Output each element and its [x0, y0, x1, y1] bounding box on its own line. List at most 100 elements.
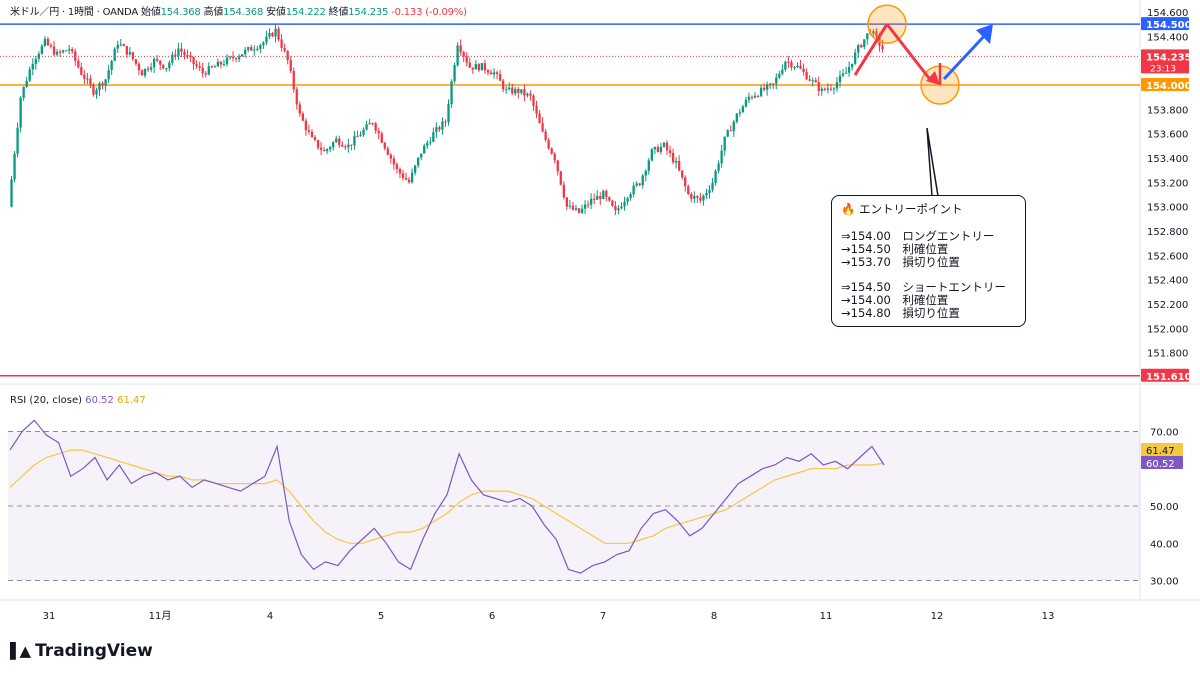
candle-body — [77, 60, 80, 68]
candle-body — [195, 64, 198, 67]
x-tick-label: 5 — [378, 611, 384, 622]
candle-body — [638, 183, 641, 186]
candle-body — [159, 60, 162, 65]
candle-body — [256, 48, 259, 50]
candle-body — [514, 88, 517, 94]
low-label: 安値 — [266, 7, 286, 18]
candle-body — [344, 146, 347, 148]
y-tick-label: 153.200 — [1147, 178, 1188, 189]
candle-body — [219, 61, 223, 65]
candle-body — [684, 177, 687, 187]
candle-body — [477, 64, 481, 71]
candle-body — [271, 33, 274, 37]
candle-body — [593, 198, 596, 200]
candle-body — [295, 89, 298, 105]
candle-body — [310, 131, 314, 138]
candle-body — [608, 196, 611, 201]
candle-body — [775, 77, 778, 84]
candle-body — [231, 56, 235, 59]
candle-body — [498, 74, 502, 81]
candle-body — [699, 197, 702, 201]
candle-body — [274, 28, 277, 37]
candle-body — [119, 44, 122, 46]
candle-body — [374, 123, 377, 131]
candle-body — [474, 64, 477, 70]
candle-body — [441, 121, 444, 130]
candle-body — [95, 90, 98, 95]
candle-body — [162, 64, 165, 69]
candle-body — [80, 67, 83, 75]
candle-body — [790, 62, 793, 68]
candle-body — [832, 88, 836, 90]
candle-body — [793, 67, 796, 69]
candle-body — [559, 171, 562, 185]
candle-body — [814, 80, 817, 83]
candle-body — [404, 178, 408, 180]
candle-body — [532, 95, 535, 106]
candle-body — [216, 61, 220, 67]
open-value: 154.368 — [160, 7, 201, 18]
candle-body — [301, 113, 305, 121]
candle-body — [805, 71, 808, 80]
candle-body — [134, 59, 138, 64]
candle-body — [665, 142, 669, 151]
candle-body — [98, 83, 101, 91]
candle-body — [420, 153, 423, 158]
candle-body — [808, 79, 811, 81]
candle-body — [471, 67, 474, 70]
candle-body — [58, 51, 62, 53]
candle-body — [817, 82, 820, 91]
candle-body — [483, 63, 487, 71]
candle-body — [614, 205, 617, 211]
candle-body — [854, 52, 857, 64]
candle-body — [234, 58, 238, 60]
candle-body — [671, 153, 675, 163]
x-tick-label: 13 — [1042, 611, 1055, 622]
candle-body — [589, 198, 593, 205]
red-arrow-down — [885, 23, 934, 83]
candle-body — [186, 55, 189, 57]
candle-body — [738, 112, 742, 114]
candle-body — [137, 63, 141, 71]
candle-body — [626, 198, 629, 202]
candle-body — [386, 148, 389, 155]
candle-body — [304, 120, 308, 131]
rsi-value-label-bg — [1141, 456, 1183, 469]
candle-body — [277, 28, 280, 40]
candle-body — [468, 62, 471, 68]
candle-body — [681, 170, 684, 178]
candle-body — [131, 52, 135, 60]
candle-body — [659, 146, 663, 153]
candle-body — [556, 160, 559, 172]
rsi-header: RSI (20, close) 60.52 61.47 — [10, 395, 146, 406]
y-tick-label: 152.600 — [1147, 251, 1188, 262]
candle-body — [535, 105, 538, 114]
candle-body — [52, 46, 56, 55]
candle-body — [662, 142, 666, 147]
candle-body — [307, 130, 311, 132]
y-tick-label: 152.400 — [1147, 276, 1188, 287]
note-row: →154.00 利確位置 — [841, 293, 949, 307]
candle-body — [453, 65, 456, 82]
candle-body — [10, 179, 13, 207]
price-label-bg — [1141, 78, 1189, 91]
candle-body — [247, 47, 250, 50]
candle-body — [298, 104, 301, 114]
note-row: ⇒154.50 ショートエントリー — [841, 280, 1006, 294]
candle-body — [368, 123, 371, 125]
candle-body — [492, 72, 496, 75]
candle-body — [647, 160, 650, 171]
candle-body — [392, 158, 396, 165]
rsi-value-label: 60.52 — [1146, 459, 1175, 470]
candle-body — [583, 204, 587, 209]
candle-body — [508, 87, 511, 90]
rsi-value-label: 61.47 — [1146, 446, 1175, 457]
candle-body — [826, 88, 830, 90]
y-tick-label: 151.800 — [1147, 349, 1188, 360]
candle-body — [222, 64, 226, 66]
candle-body — [86, 78, 89, 80]
candle-body — [31, 63, 34, 70]
candle-body — [847, 67, 851, 73]
candle-body — [550, 148, 553, 154]
